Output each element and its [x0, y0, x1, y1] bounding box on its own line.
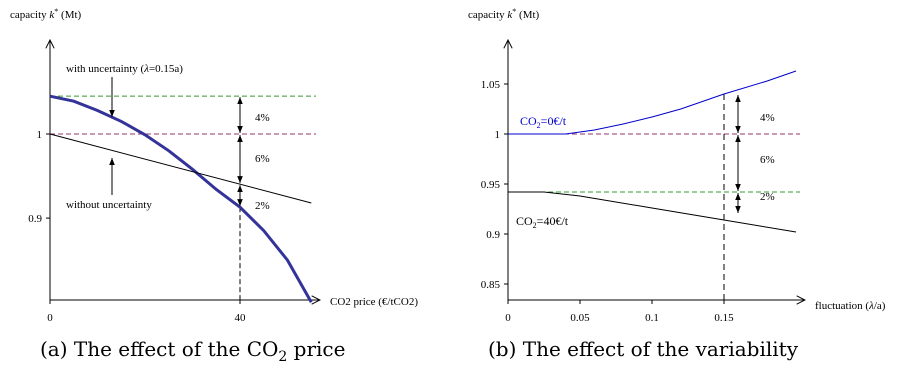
panel-a-annotation-without-uncertainty: without uncertainty — [66, 199, 152, 211]
caption-b: (b) The effect of the variability — [488, 337, 799, 361]
panel-a-pct-mid: 6% — [255, 153, 270, 165]
panel-a-x-axis-label: CO2 price (€/tCO2) — [330, 296, 418, 308]
panel-b-series-co2-0 — [508, 70, 797, 135]
panel-a-y-tick-label: 1 — [37, 129, 43, 141]
panel-b-y-tick-label: 1 — [495, 129, 501, 141]
panel-b: capacity k* (Mt) 0 0.05 0.1 0.15 1.05 1 0.95 0.… — [468, 7, 886, 324]
panel-b-y-tick-label: 1.05 — [481, 79, 501, 91]
panel-b-x-tick-label: 0.05 — [570, 312, 590, 324]
panel-b-pct-bottom: 2% — [760, 191, 775, 203]
panel-a-series-without-uncertainty — [49, 133, 312, 204]
panel-b-y-tick-label: 0.95 — [481, 179, 501, 191]
panel-a-pct-top: 4% — [255, 112, 270, 124]
panel-b-x-tick-label: 0.1 — [645, 312, 659, 324]
panel-b-pct-top: 4% — [760, 112, 775, 124]
panel-a-y-tick-label: 0.9 — [28, 213, 42, 225]
panel-b-y-axis-label: capacity k* (Mt) — [468, 7, 540, 21]
panel-a-y-axis-label: capacity k* (Mt) — [10, 7, 82, 21]
panel-a-annotation-with-uncertainty: with uncertainty (λ=0.15a) — [66, 63, 183, 75]
panel-b-y-tick-label: 0.85 — [481, 279, 501, 291]
panel-a-pct-bottom: 2% — [255, 200, 270, 212]
panel-b-x-tick-label: 0 — [505, 312, 511, 324]
panel-a-x-tick-label: 40 — [235, 312, 247, 324]
panel-b-label-co2-40: CO2=40€/t — [516, 214, 569, 230]
panel-a-x-tick-label: 0 — [47, 312, 53, 324]
panel-b-series-co2-40 — [508, 191, 797, 233]
caption-a: (a) The effect of the CO2 price — [40, 337, 345, 365]
panel-a-ticks: 0 40 1 0.9 — [28, 129, 246, 324]
panel-b-pct-mid: 6% — [760, 154, 775, 166]
panel-b-label-co2-0: CO2=0€/t — [520, 114, 567, 130]
panel-b-x-tick-label: 0.15 — [714, 312, 734, 324]
panel-a: capacity k* (Mt) 0 40 1 0.9 4% 6% 2% with u… — [10, 7, 418, 324]
panel-b-ticks: 0 0.05 0.1 0.15 1.05 1 0.95 0.9 0.85 — [481, 79, 734, 324]
panel-b-x-axis-label: fluctuation (λ/a) — [815, 300, 886, 312]
panel-a-series-with-uncertainty — [49, 94, 313, 303]
panel-b-y-tick-label: 0.9 — [486, 229, 500, 241]
